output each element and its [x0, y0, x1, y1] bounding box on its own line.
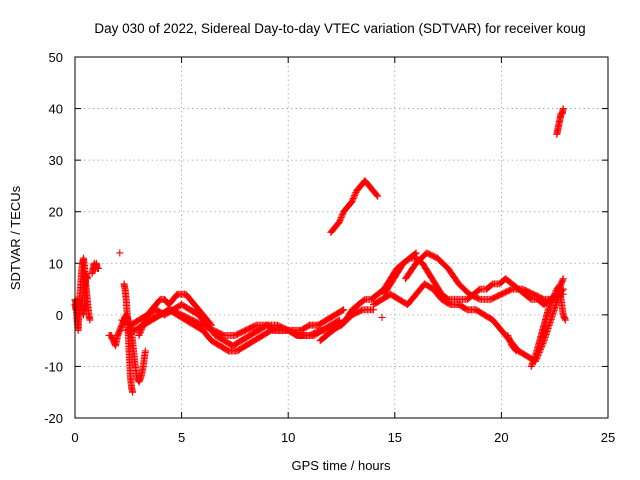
x-tick-label: 5 [178, 430, 185, 445]
x-tick-label: 10 [281, 430, 295, 445]
data-point [506, 336, 514, 344]
data-point [548, 297, 556, 305]
data-point [338, 306, 346, 314]
data-point [116, 249, 124, 257]
data-point [335, 218, 343, 226]
data-point [351, 192, 359, 200]
data-point [545, 304, 553, 312]
data-point [136, 330, 144, 338]
data-point [84, 275, 92, 283]
data-point [135, 331, 143, 339]
data-point [94, 264, 102, 272]
data-point [511, 346, 519, 354]
data-point [527, 362, 535, 370]
y-tick-label: 30 [49, 153, 63, 168]
data-point [504, 331, 512, 339]
data-point [350, 193, 358, 201]
data-point [547, 300, 555, 308]
data-point [505, 334, 513, 342]
x-tick-label: 0 [71, 430, 78, 445]
data-point [373, 191, 381, 199]
data-point [504, 333, 512, 341]
data-point [129, 388, 137, 396]
data-point [349, 196, 357, 204]
y-tick-label: 20 [49, 205, 63, 220]
data-point [141, 347, 149, 355]
data-point [559, 275, 567, 283]
data-point [507, 339, 515, 347]
data-marks [71, 105, 569, 396]
x-axis-label: GPS time / hours [292, 458, 391, 473]
data-point [546, 303, 554, 311]
y-tick-label: -20 [44, 411, 63, 426]
data-point [549, 294, 557, 302]
data-point [546, 301, 554, 309]
data-point [561, 316, 569, 324]
data-point [506, 337, 514, 345]
data-point [338, 211, 346, 219]
data-point [349, 194, 357, 202]
data-point [550, 292, 558, 300]
data-point [338, 212, 346, 220]
y-tick-label: -10 [44, 359, 63, 374]
plot-frame [74, 56, 609, 419]
x-tick-label: 20 [494, 430, 508, 445]
data-point [512, 347, 520, 355]
data-point [549, 295, 557, 303]
data-point [374, 192, 382, 200]
x-tick-label: 15 [388, 430, 402, 445]
data-point [337, 215, 345, 223]
data-point [351, 190, 359, 198]
y-tick-label: 10 [49, 256, 63, 271]
data-point [528, 361, 536, 369]
data-point [530, 357, 538, 365]
data-point [378, 313, 386, 321]
data-point [544, 306, 552, 314]
data-point [340, 306, 348, 314]
y-axis-label: SDTVAR / TECUs [8, 185, 23, 290]
data-point [530, 355, 538, 363]
data-point [559, 105, 567, 113]
data-point [86, 316, 94, 324]
data-point [529, 358, 537, 366]
data-point [337, 214, 345, 222]
chart-title: Day 030 of 2022, Sidereal Day-to-day VTE… [94, 21, 585, 36]
y-tick-label: 50 [49, 50, 63, 65]
y-tick-label: 0 [56, 308, 63, 323]
data-point [547, 298, 555, 306]
data-point [336, 217, 344, 225]
y-tick-label: 40 [49, 102, 63, 117]
data-point [348, 197, 356, 205]
data-point [136, 329, 144, 337]
x-tick-label: 25 [601, 430, 615, 445]
data-point [528, 359, 536, 367]
gridlines [75, 57, 608, 418]
